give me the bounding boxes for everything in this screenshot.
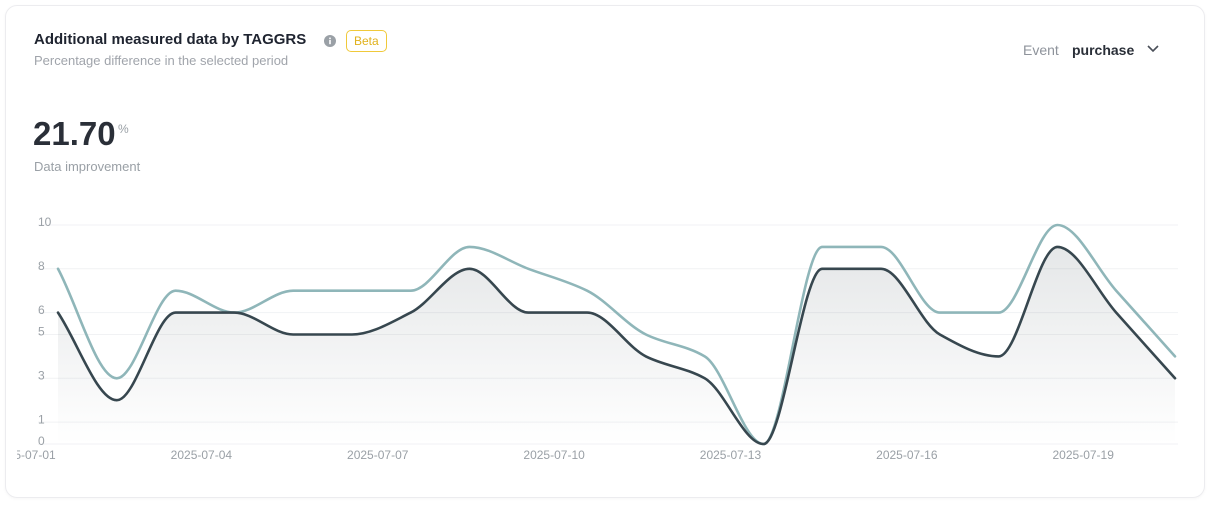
series-line xyxy=(56,245,1177,446)
beta-badge: Beta xyxy=(346,30,387,52)
metric-unit: % xyxy=(118,122,129,136)
x-tick-label: 2025-07-01 xyxy=(0,448,56,462)
x-tick-label: 2025-07-13 xyxy=(700,448,762,462)
y-tick-label: 3 xyxy=(38,368,45,382)
y-tick-label: 1 xyxy=(38,412,45,426)
dropdown-chevron[interactable] xyxy=(1146,44,1160,54)
event-dropdown[interactable]: purchase xyxy=(1072,42,1135,58)
metric-label: Data improvement xyxy=(34,159,141,174)
x-tick-label: 2025-07-04 xyxy=(171,448,233,462)
y-tick-label: 10 xyxy=(38,215,52,229)
x-tick-label: 2025-07-07 xyxy=(347,448,409,462)
card-subtitle: Percentage difference in the selected pe… xyxy=(34,53,289,68)
x-tick-label: 2025-07-10 xyxy=(523,448,585,462)
y-tick-label: 8 xyxy=(38,259,45,273)
y-tick-label: 5 xyxy=(38,325,45,339)
card-title: Additional measured data by TAGGRS xyxy=(34,31,307,48)
metric-value: 21.70 xyxy=(33,115,116,152)
y-tick-label: 0 xyxy=(38,434,45,448)
x-tick-label: 2025-07-19 xyxy=(1053,448,1115,462)
x-tick-label: 2025-07-16 xyxy=(876,448,938,462)
card xyxy=(5,5,1205,498)
event-label: Event xyxy=(1023,42,1059,58)
info-icon[interactable] xyxy=(324,35,336,47)
area-fill xyxy=(58,246,1175,444)
y-tick-label: 6 xyxy=(38,303,45,317)
